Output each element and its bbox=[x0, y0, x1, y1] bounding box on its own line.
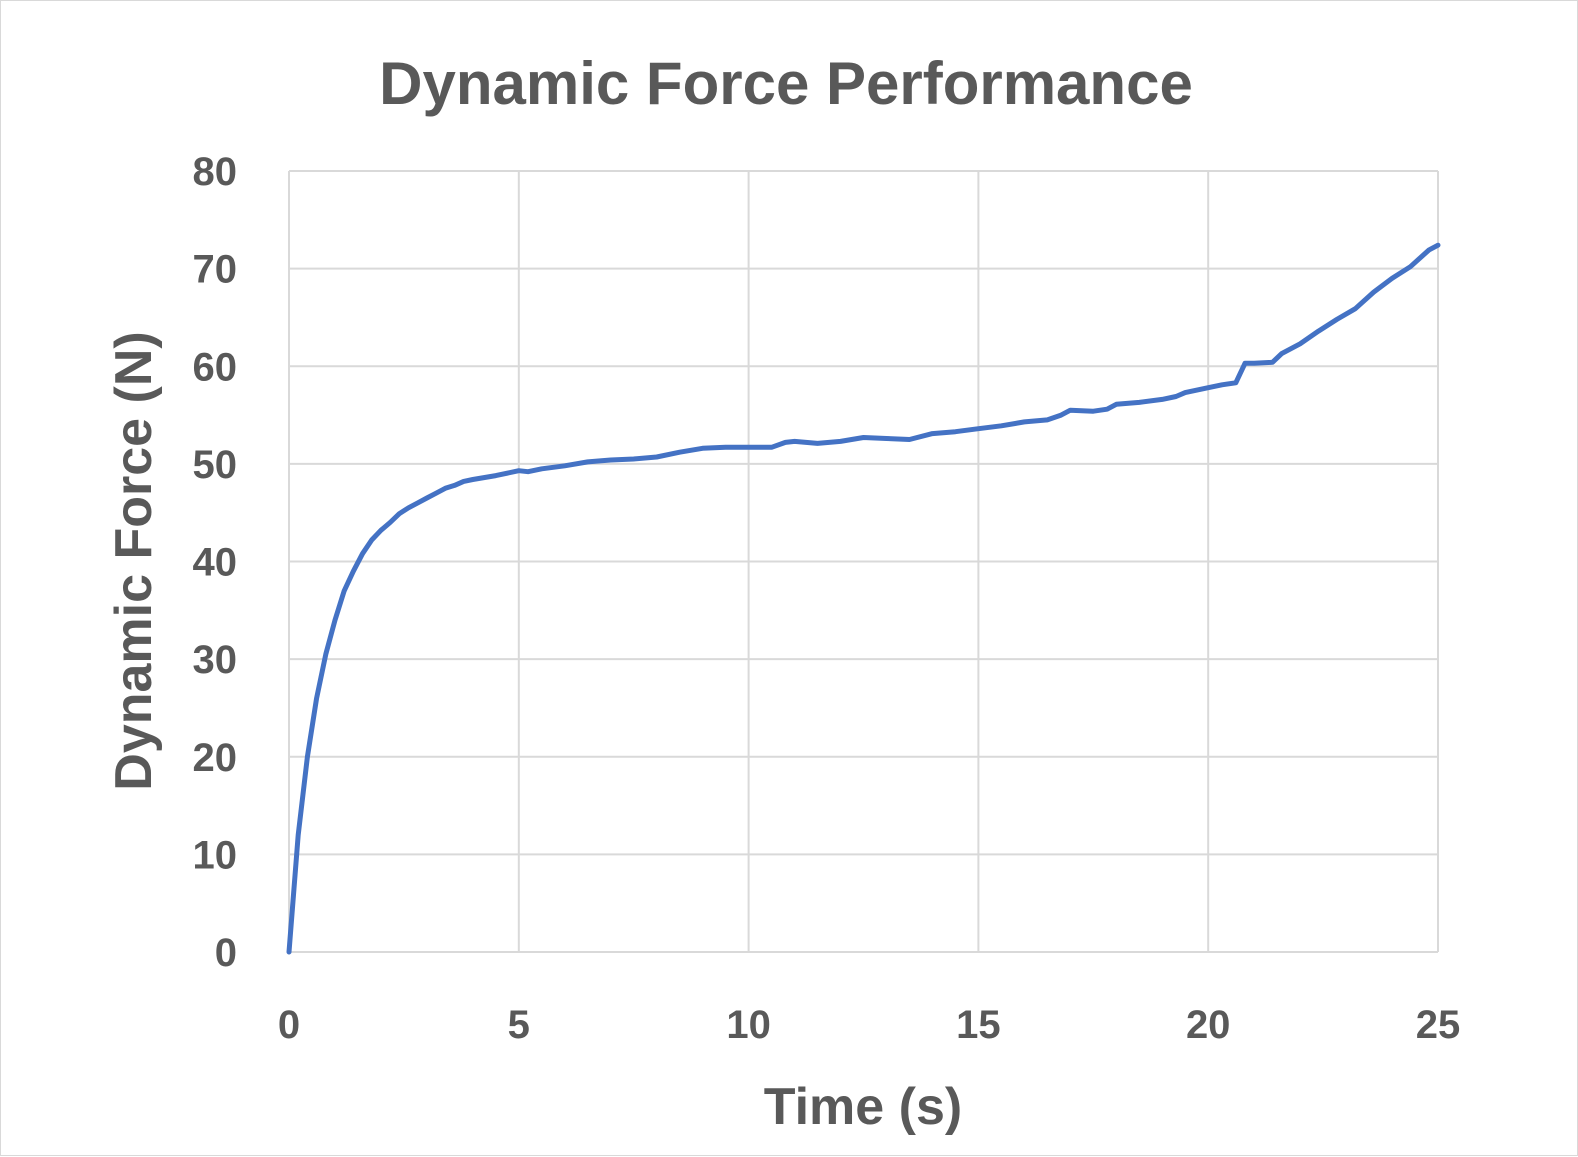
y-axis-title: Dynamic Force (N) bbox=[105, 331, 163, 790]
y-tick-label: 60 bbox=[193, 345, 238, 389]
y-tick-label: 0 bbox=[215, 931, 237, 975]
x-tick-label: 10 bbox=[726, 1003, 771, 1047]
grid-lines bbox=[288, 170, 1439, 953]
y-tick-label: 50 bbox=[193, 443, 238, 487]
series-line bbox=[286, 242, 1441, 955]
y-tick-label: 40 bbox=[193, 541, 238, 585]
y-tick-label: 20 bbox=[193, 736, 238, 780]
y-tick-label: 70 bbox=[193, 248, 238, 292]
x-tick-labels: 0 5 10 15 20 25 bbox=[278, 1003, 1460, 1047]
x-tick-label: 25 bbox=[1416, 1003, 1461, 1047]
y-tick-label: 80 bbox=[193, 150, 238, 194]
x-tick-label: 0 bbox=[278, 1003, 300, 1047]
y-tick-label: 30 bbox=[193, 638, 238, 682]
chart-title: Dynamic Force Performance bbox=[379, 50, 1193, 117]
x-tick-label: 5 bbox=[508, 1003, 530, 1047]
x-axis-title: Time (s) bbox=[764, 1078, 962, 1136]
y-tick-labels: 0 10 20 30 40 50 60 70 80 bbox=[193, 150, 238, 975]
x-tick-label: 15 bbox=[956, 1003, 1001, 1047]
x-tick-label: 20 bbox=[1186, 1003, 1231, 1047]
y-tick-label: 10 bbox=[193, 833, 238, 877]
